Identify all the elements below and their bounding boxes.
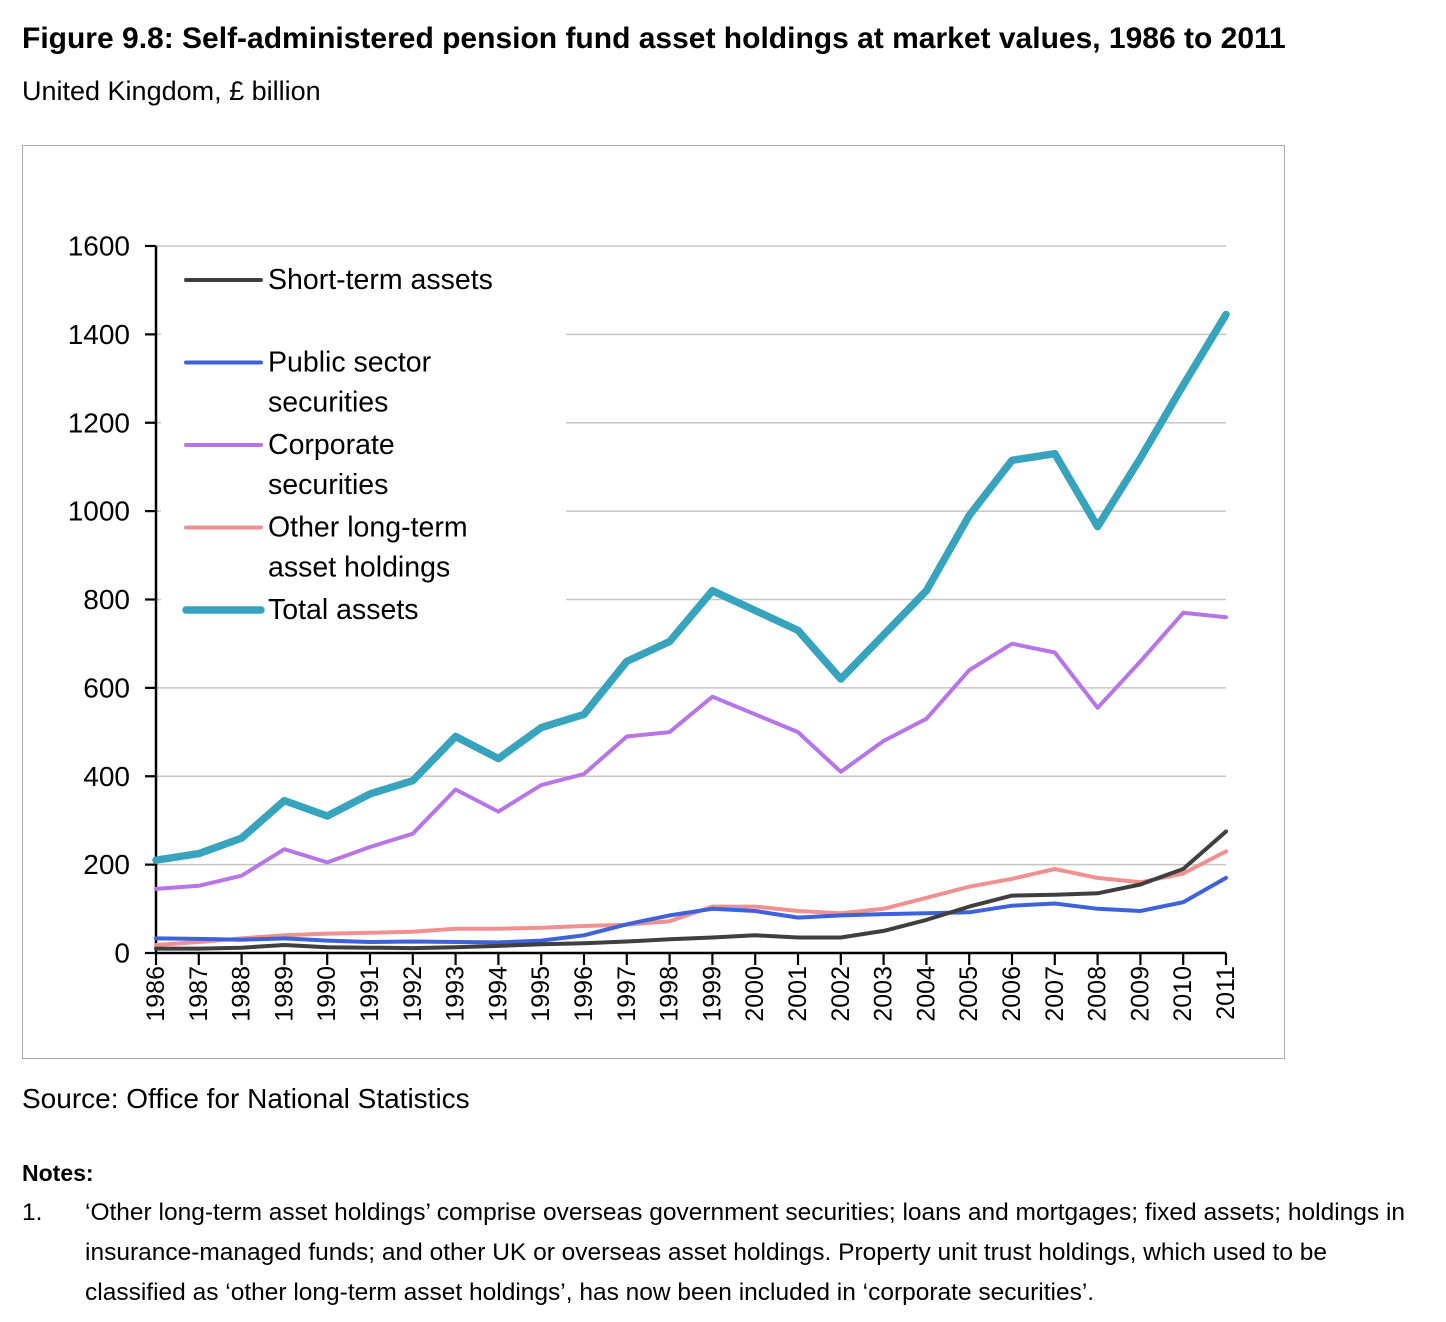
x-tick-label: 2000	[741, 966, 769, 1022]
x-tick-label: 2006	[998, 966, 1026, 1022]
x-tick-label: 1996	[570, 966, 598, 1022]
x-tick-label: 2002	[827, 966, 855, 1022]
x-tick-label: 2001	[784, 966, 812, 1022]
x-tick-label: 1997	[613, 966, 641, 1022]
x-tick-label: 1991	[356, 966, 384, 1022]
x-tick-label: 1992	[399, 966, 427, 1022]
y-tick-label: 1000	[68, 496, 130, 527]
legend-background	[161, 252, 566, 676]
y-tick-label: 800	[83, 584, 130, 615]
note-item: 1. ‘Other long-term asset holdings’ comp…	[22, 1193, 1430, 1313]
legend-label: Corporate	[268, 429, 395, 461]
x-tick-label: 2005	[955, 966, 983, 1022]
figure-subtitle: United Kingdom, £ billion	[22, 76, 321, 106]
legend-label: Short-term assets	[268, 264, 493, 296]
x-tick-label: 1995	[527, 966, 555, 1022]
y-tick-label: 200	[83, 849, 130, 880]
x-tick-label: 2008	[1084, 966, 1112, 1022]
x-tick-label: 1998	[656, 966, 684, 1022]
chart: 0 200 400 600 800 1000 1200 1400 1600 1986 1987 198…	[22, 145, 1285, 1059]
y-tick-label: 600	[83, 672, 130, 703]
x-tick-label: 2007	[1041, 966, 1069, 1022]
legend-label: Total assets	[268, 594, 419, 626]
series-line-short-term-assets	[154, 829, 1228, 951]
x-tick-label: 2010	[1169, 966, 1197, 1022]
legend-label: Public sector	[268, 347, 432, 379]
x-tick-label: 2004	[912, 966, 940, 1022]
x-tick-label: 1999	[698, 966, 726, 1022]
x-tick-label: 1988	[228, 966, 256, 1022]
x-tick-label: 1994	[484, 966, 512, 1022]
x-tick-label: 1989	[270, 966, 298, 1022]
series-line-other-long-term-asset-holdings	[154, 849, 1228, 947]
source-text: Source: Office for National Statistics	[22, 1083, 470, 1114]
x-tick-label: 2003	[870, 966, 898, 1022]
figure-title: Figure 9.8: Self-administered pension fu…	[22, 22, 1286, 55]
x-tick-label: 1990	[313, 966, 341, 1022]
y-tick-label: 1600	[68, 231, 130, 262]
series-line-public-sector-securities	[154, 875, 1228, 945]
note-text: ‘Other long-term asset holdings’ compris…	[85, 1199, 1406, 1306]
notes-heading: Notes:	[22, 1160, 94, 1186]
x-tick-label: 1993	[442, 966, 470, 1022]
x-tick-label: 1987	[185, 966, 213, 1022]
note-number: 1.	[22, 1199, 43, 1226]
y-tick-label: 1200	[68, 407, 130, 438]
y-tick-label: 0	[114, 938, 130, 969]
series-line-corporate-securities	[154, 610, 1228, 891]
legend-label: securities	[268, 469, 388, 501]
x-tick-label: 2011	[1212, 966, 1240, 1020]
x-tick-label: 2009	[1126, 966, 1154, 1022]
legend-label: securities	[268, 387, 388, 419]
x-tick-label: 1986	[142, 966, 170, 1022]
chart-svg: 0 200 400 600 800 1000 1200 1400 1600 1986 1987 198…	[68, 231, 1240, 1022]
series-line-total-assets	[152, 310, 1230, 864]
y-tick-label: 400	[83, 761, 130, 792]
legend-label: asset holdings	[268, 552, 450, 584]
legend-label: Other long-term	[268, 512, 468, 544]
y-tick-label: 1400	[68, 319, 130, 350]
